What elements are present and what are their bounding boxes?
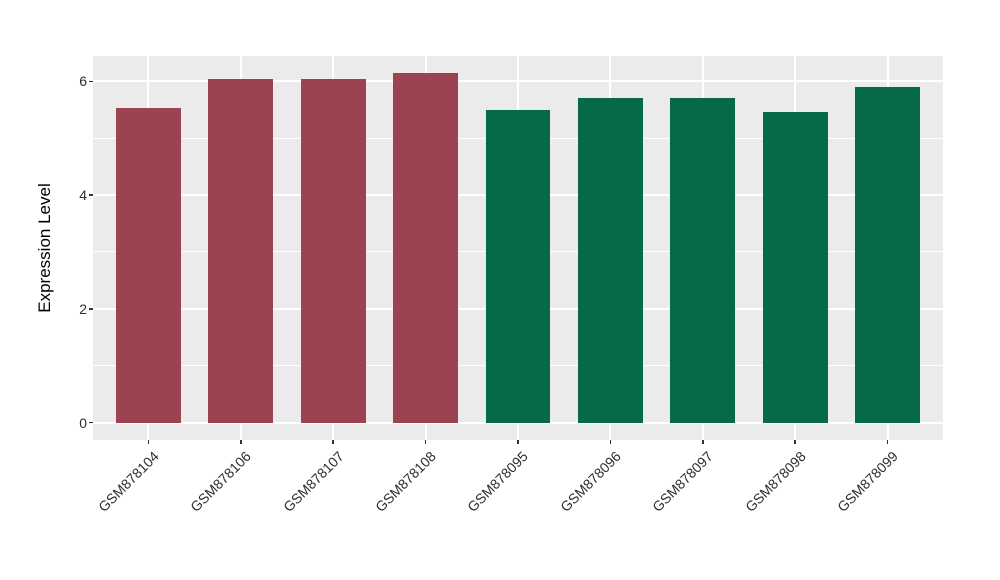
x-tick-mark [240, 440, 242, 444]
y-tick-label: 2 [79, 300, 87, 317]
x-tick-label-GSM878098: GSM878098 [741, 448, 809, 515]
bar-GSM878108 [393, 73, 458, 423]
x-tick-mark [147, 440, 150, 444]
x-tick-mark [886, 440, 889, 444]
x-tick-label-GSM878106: GSM878106 [187, 448, 255, 515]
bar-GSM878097 [670, 98, 736, 423]
x-tick-mark [424, 440, 427, 444]
x-tick-label-GSM878097: GSM878097 [649, 448, 717, 515]
x-tick-label-GSM878107: GSM878107 [279, 448, 347, 515]
x-tick-label-GSM878099: GSM878099 [833, 448, 901, 515]
y-tick-label: 4 [79, 187, 87, 204]
x-tick-label-GSM878108: GSM878108 [372, 448, 439, 515]
bar-GSM878099 [855, 87, 920, 423]
bar-GSM878104 [116, 108, 181, 423]
bar-GSM878095 [485, 109, 551, 423]
y-tick-label: 6 [79, 73, 87, 90]
x-tick-mark [332, 440, 334, 444]
x-tick-label-GSM878096: GSM878096 [556, 448, 624, 515]
y-tick-label: 0 [79, 414, 87, 431]
bar-GSM878096 [578, 98, 643, 423]
x-tick-mark [517, 440, 519, 444]
x-tick-mark [702, 440, 704, 444]
y-tick-mark [89, 194, 93, 196]
x-tick-label-GSM878095: GSM878095 [464, 448, 532, 515]
bar-GSM878098 [762, 112, 828, 423]
y-tick-mark [89, 308, 93, 310]
x-tick-label-GSM878104: GSM878104 [94, 448, 162, 515]
bar-GSM878107 [300, 78, 366, 423]
plot-panel [93, 56, 943, 440]
x-tick-mark [609, 440, 612, 444]
bar-GSM878106 [208, 78, 274, 423]
y-tick-mark [89, 80, 93, 83]
y-tick-mark [89, 421, 93, 424]
x-tick-mark [794, 440, 796, 444]
